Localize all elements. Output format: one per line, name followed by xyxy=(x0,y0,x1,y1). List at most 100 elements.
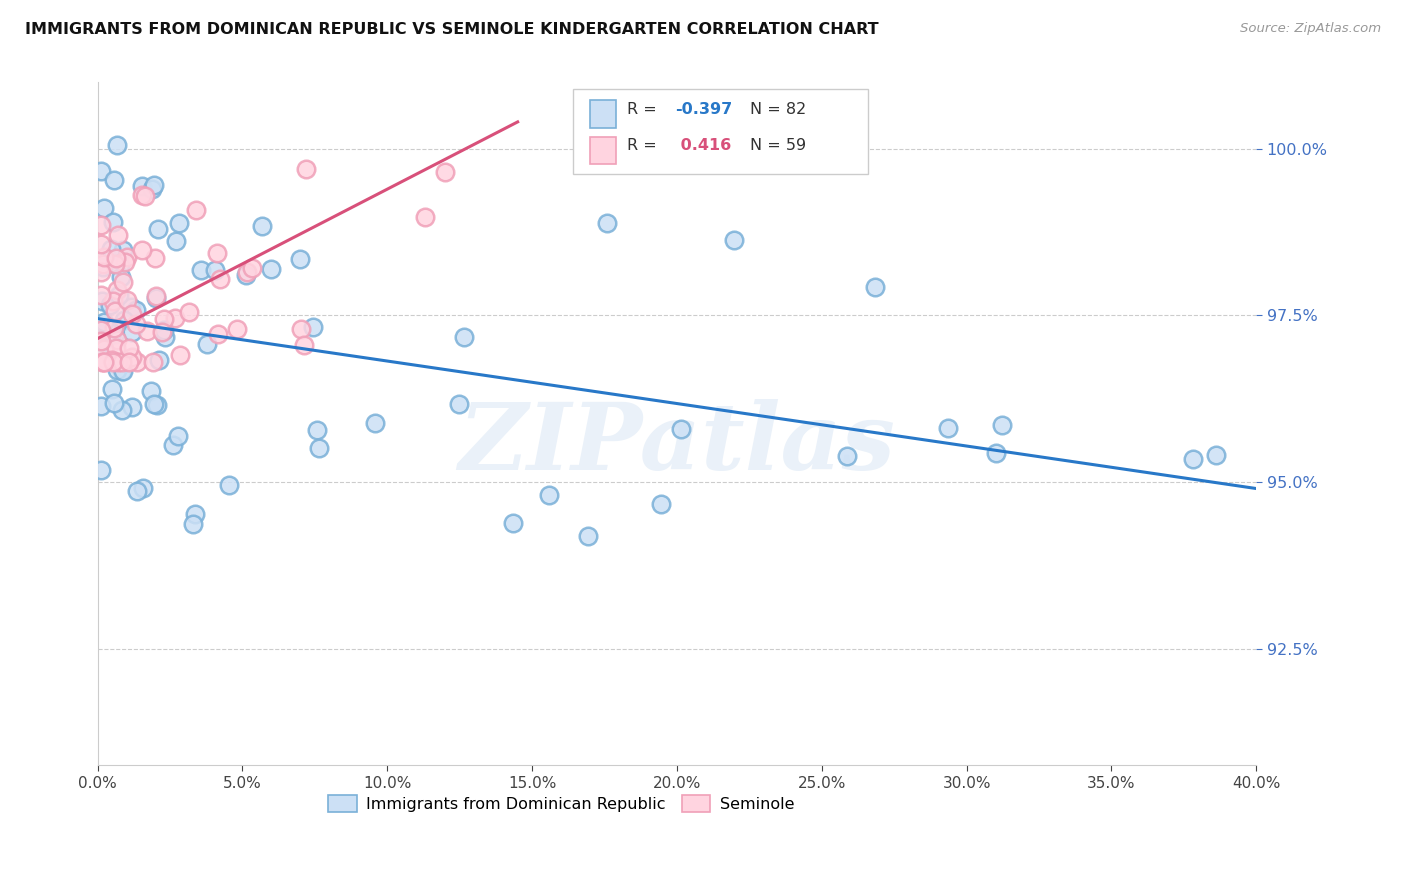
Point xyxy=(225,322,247,336)
Point xyxy=(308,441,330,455)
Point xyxy=(118,341,141,355)
Point xyxy=(153,323,176,337)
Bar xyxy=(591,136,616,164)
Point xyxy=(104,257,127,271)
Text: -0.397: -0.397 xyxy=(675,102,733,117)
Point xyxy=(163,311,186,326)
Point xyxy=(181,517,204,532)
Point xyxy=(142,178,165,192)
Point xyxy=(218,478,240,492)
Point xyxy=(131,188,153,202)
Point xyxy=(90,462,112,476)
Point xyxy=(301,320,323,334)
Point xyxy=(101,215,124,229)
Point xyxy=(162,438,184,452)
Point xyxy=(671,422,693,436)
Point xyxy=(125,317,148,331)
Point xyxy=(1182,452,1205,467)
Point xyxy=(105,283,128,297)
Point xyxy=(93,355,115,369)
Point xyxy=(90,323,112,337)
Point xyxy=(101,352,124,367)
Point xyxy=(307,423,329,437)
Point xyxy=(100,326,122,340)
Point xyxy=(145,291,167,305)
Point xyxy=(93,343,115,357)
Point xyxy=(131,179,153,194)
Point xyxy=(105,363,128,377)
Point xyxy=(91,256,114,270)
Point xyxy=(115,250,138,264)
Point xyxy=(108,288,131,302)
Point xyxy=(93,355,115,369)
Point xyxy=(105,341,128,355)
Point xyxy=(91,355,114,369)
Point xyxy=(576,529,599,543)
Point xyxy=(90,334,112,349)
Point xyxy=(295,162,318,177)
Point xyxy=(90,163,112,178)
Point xyxy=(153,330,176,344)
Point xyxy=(141,182,163,196)
FancyBboxPatch shape xyxy=(572,88,868,174)
Point xyxy=(121,401,143,415)
Text: IMMIGRANTS FROM DOMINICAN REPUBLIC VS SEMINOLE KINDERGARTEN CORRELATION CHART: IMMIGRANTS FROM DOMINICAN REPUBLIC VS SE… xyxy=(25,22,879,37)
Point xyxy=(93,201,115,215)
Point xyxy=(100,242,122,256)
Point xyxy=(110,402,132,417)
Point xyxy=(184,202,207,217)
Text: R =: R = xyxy=(627,102,662,117)
Point xyxy=(112,243,135,257)
Point xyxy=(208,272,231,286)
Point xyxy=(240,261,263,276)
Point xyxy=(146,222,169,236)
Point xyxy=(538,488,561,502)
Text: Source: ZipAtlas.com: Source: ZipAtlas.com xyxy=(1240,22,1381,36)
Point xyxy=(112,275,135,289)
Point xyxy=(502,516,524,530)
Legend: Immigrants from Dominican Republic, Seminole: Immigrants from Dominican Republic, Semi… xyxy=(322,789,801,819)
Text: ZIPatlas: ZIPatlas xyxy=(458,399,896,489)
Point xyxy=(142,355,165,369)
Point xyxy=(111,355,134,369)
Point xyxy=(90,265,112,279)
Point xyxy=(104,304,127,318)
Point xyxy=(131,481,153,495)
Point xyxy=(90,287,112,301)
Point xyxy=(145,289,167,303)
Point xyxy=(103,173,125,187)
Point xyxy=(121,307,143,321)
Point xyxy=(143,251,166,265)
Point xyxy=(107,355,129,369)
Point xyxy=(207,327,229,342)
Point xyxy=(121,350,143,364)
Point xyxy=(167,215,190,229)
Point xyxy=(364,417,387,431)
Point xyxy=(101,255,124,269)
Point xyxy=(434,165,457,179)
Point xyxy=(146,398,169,412)
Point xyxy=(205,246,228,260)
Point xyxy=(184,507,207,521)
Point xyxy=(131,243,153,257)
Point xyxy=(114,254,136,268)
Point xyxy=(121,325,143,339)
Point xyxy=(723,233,745,247)
Point xyxy=(105,137,128,152)
Point xyxy=(105,251,128,265)
Point xyxy=(177,305,200,319)
Point xyxy=(153,312,176,326)
Point xyxy=(143,397,166,411)
Point xyxy=(94,320,117,334)
Point xyxy=(101,382,124,396)
Point xyxy=(936,421,959,435)
Bar xyxy=(591,100,616,128)
Point xyxy=(90,218,112,232)
Point xyxy=(105,333,128,347)
Point xyxy=(111,364,134,378)
Point xyxy=(1205,448,1227,462)
Point xyxy=(91,260,114,274)
Point xyxy=(139,384,162,398)
Point xyxy=(148,353,170,368)
Point xyxy=(165,234,187,248)
